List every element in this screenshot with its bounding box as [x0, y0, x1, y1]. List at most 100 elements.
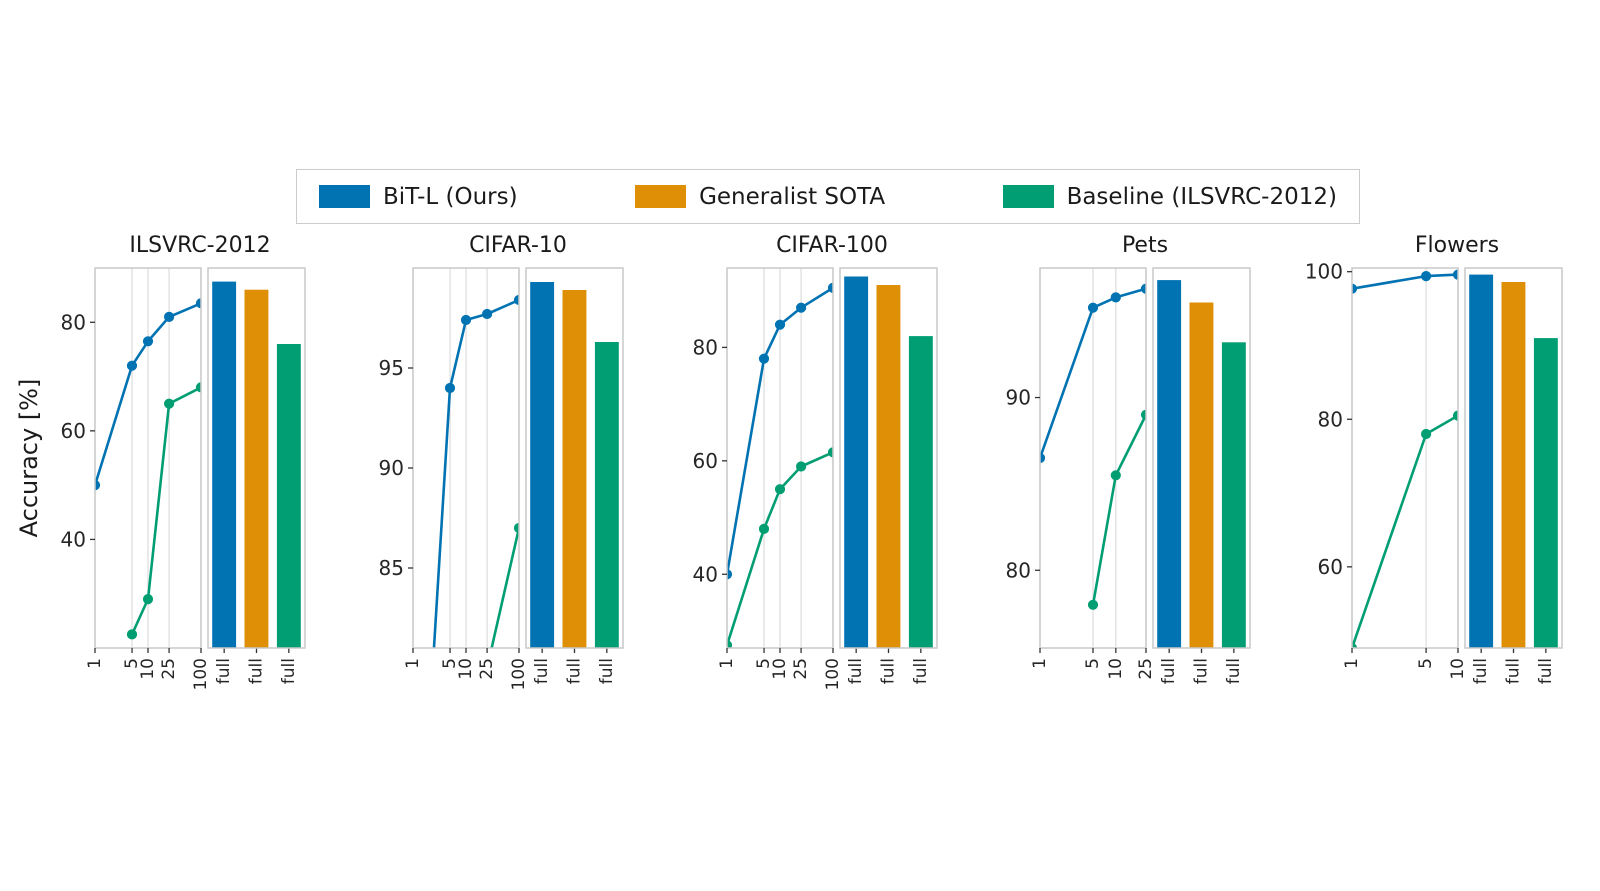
x-tick-label: 5 [122, 658, 142, 669]
series-line [1040, 287, 1146, 460]
y-tick-label: 85 [379, 556, 404, 580]
data-point [796, 461, 807, 472]
x-tick-label-full: full [532, 658, 552, 684]
bar-bit-l-ours [530, 282, 555, 648]
x-tick-label-full: full [279, 658, 299, 684]
chart-group-ilsvrc-2012: ILSVRC-2012 40 60 80 1 5 10 25 100 full full full [45, 234, 317, 730]
legend-swatch-baseline-icon [1002, 185, 1054, 208]
bar-panel-border [525, 267, 624, 649]
x-tick-label: 1 [1030, 658, 1050, 669]
y-tick-label: 100 [1305, 260, 1343, 284]
x-tick-label: 25 [159, 658, 179, 680]
chart-group-cifar-100: CIFAR-100 40 60 80 1 5 10 25 100 full full full [677, 234, 949, 730]
chart-title-cifar-100: CIFAR-100 [776, 233, 888, 258]
series-line [490, 526, 519, 648]
bar-baseline-ilsvrc-2012 [276, 344, 301, 648]
series-bit-l-ours [1040, 283, 1146, 464]
series-bit-l-ours [95, 298, 201, 491]
data-point [758, 353, 770, 364]
x-tick-label: 100 [509, 658, 529, 690]
chart-title-pets: Pets [1121, 233, 1169, 258]
bar-baseline-ilsvrc-2012 [1221, 342, 1246, 648]
x-tick-label: 25 [477, 658, 497, 680]
series-line [1352, 273, 1458, 290]
y-tick-label: 95 [379, 356, 404, 380]
data-point [774, 319, 786, 330]
x-tick-label: 25 [1136, 658, 1156, 680]
series-bit-l-ours [1352, 269, 1458, 294]
x-tick-label-full: full [247, 658, 267, 684]
data-point [460, 314, 472, 326]
data-point [774, 484, 786, 495]
series-baseline-ilsvrc-2012 [126, 382, 201, 640]
y-tick-label: 60 [693, 449, 718, 473]
x-tick-label-full: full [1192, 658, 1212, 684]
bar-generalist-sota [244, 289, 269, 648]
bar-panel-border [207, 267, 306, 649]
legend-swatch-bitl-icon [319, 185, 370, 208]
x-tick-label-full: full [1224, 658, 1244, 684]
data-point [1110, 470, 1121, 481]
x-tick-label: 100 [823, 658, 843, 690]
series-baseline-ilsvrc-2012 [1352, 410, 1458, 648]
data-point [142, 336, 154, 347]
x-tick-label-full: full [879, 658, 899, 684]
data-point [1110, 292, 1121, 303]
legend-item-bitl: BiT-L (Ours) [319, 184, 518, 210]
x-tick-label: 5 [754, 658, 774, 669]
data-point [1421, 271, 1432, 282]
data-point [126, 629, 138, 640]
data-point [482, 308, 493, 320]
x-tick-label: 10 [1448, 658, 1468, 680]
y-tick-label: 40 [61, 527, 86, 551]
x-tick-label: 10 [456, 658, 476, 680]
data-point [758, 523, 770, 534]
y-tick-label: 60 [61, 419, 86, 443]
chart-group-cifar-10: CIFAR-10 85 90 95 1 5 10 25 100 full full full [363, 234, 635, 730]
legend-label-bitl: BiT-L (Ours) [383, 183, 518, 210]
x-tick-label-full: full [1536, 658, 1556, 684]
x-tick-label: 1 [85, 658, 105, 669]
legend-item-baseline: Baseline (ILSVRC-2012) [1002, 183, 1337, 210]
data-point [444, 382, 456, 394]
x-tick-label: 5 [1083, 658, 1103, 669]
bar-baseline-ilsvrc-2012 [908, 336, 933, 648]
bar-panel-border [1464, 267, 1563, 649]
bar-bit-l-ours [1469, 274, 1494, 648]
series-baseline-ilsvrc-2012 [727, 447, 833, 648]
chart-group-flowers: Flowers 60 80 100 1 5 10 full full full [1302, 234, 1574, 730]
bar-baseline-ilsvrc-2012 [594, 342, 619, 648]
series-baseline-ilsvrc-2012 [490, 522, 519, 648]
x-tick-label: 1 [403, 658, 423, 669]
data-point [796, 302, 807, 313]
bar-baseline-ilsvrc-2012 [1533, 338, 1558, 648]
y-tick-label: 80 [693, 335, 718, 359]
data-point [1421, 428, 1432, 440]
data-point [126, 360, 138, 371]
legend-label-baseline: Baseline (ILSVRC-2012) [1066, 183, 1337, 210]
chart-group-pets: Pets 80 90 1 5 10 25 full full full [990, 234, 1262, 730]
data-point [1087, 599, 1099, 610]
chart-title-cifar-10: CIFAR-10 [469, 233, 567, 258]
y-tick-label: 60 [1318, 555, 1343, 579]
data-point [1087, 302, 1099, 313]
x-tick-label: 25 [791, 658, 811, 680]
series-line [1091, 413, 1146, 607]
x-tick-label-full: full [597, 658, 617, 684]
series-baseline-ilsvrc-2012 [1087, 409, 1146, 610]
legend-swatch-sota-icon [635, 185, 687, 208]
x-tick-label: 5 [440, 658, 460, 669]
x-tick-label-full: full [1159, 658, 1179, 684]
chart-title-flowers: Flowers [1414, 233, 1500, 258]
legend: BiT-L (Ours) Generalist SOTA Baseline (I… [296, 169, 1360, 224]
legend-item-sota: Generalist SOTA [635, 184, 885, 210]
x-tick-label-full: full [911, 658, 931, 684]
legend-label-sota: Generalist SOTA [699, 183, 886, 210]
x-tick-label: 100 [191, 658, 211, 690]
